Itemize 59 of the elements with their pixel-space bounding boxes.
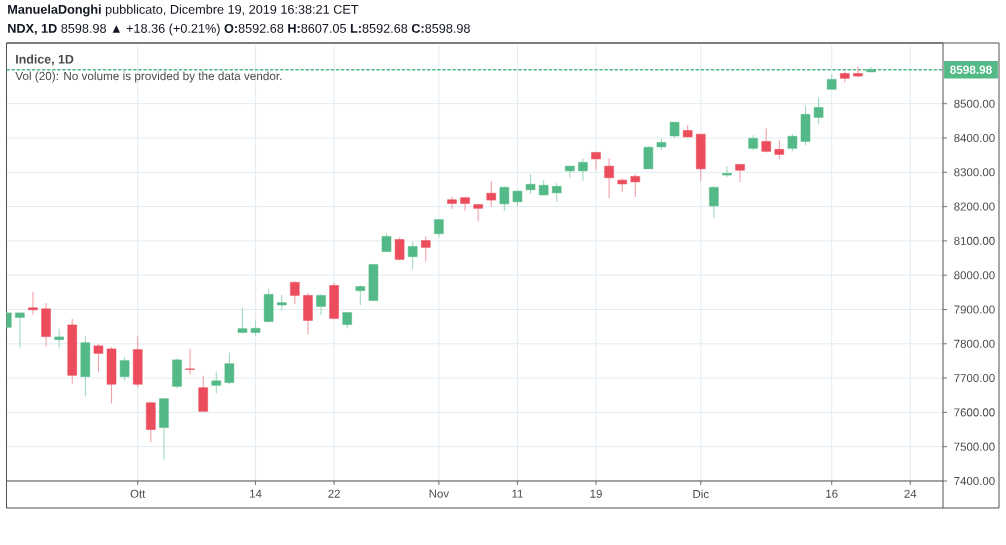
candlestick	[525, 173, 536, 195]
x-tick-label: 11	[512, 489, 523, 498]
candlestick	[591, 151, 601, 171]
text: NDX, 1D 8598.98 ▲ +18.36 (+0.21%) O:8592.68 H:8607.05 L:8592.68 C:8598.98	[8, 23, 470, 36]
candlestick	[421, 235, 431, 263]
candlestick	[355, 284, 366, 306]
candlestick	[407, 241, 418, 270]
y-tick-label: 8400.00	[954, 133, 995, 143]
y-tick-label: 7400.00	[954, 476, 995, 486]
candlestick	[93, 343, 104, 373]
candlestick	[813, 96, 824, 125]
y-tick-label: 8200.00	[954, 202, 995, 211]
candlestick	[578, 157, 588, 182]
candlestick	[316, 293, 326, 316]
x-tick-label: 16	[826, 489, 838, 498]
x-tick-label: 22	[328, 489, 340, 498]
candlestick	[761, 127, 771, 153]
y-tick-label: 7900.00	[954, 305, 995, 314]
y-tick-label: 7700.00	[954, 374, 995, 383]
candlestick	[551, 182, 562, 203]
x-tick-label: 24	[904, 489, 917, 498]
x-tick-label: 14	[250, 489, 262, 498]
ref-line-label: 8598.98	[950, 65, 992, 74]
candlestick	[486, 180, 497, 208]
y-tick-label: 8000.00	[954, 271, 995, 280]
y-tick-label: 7800.00	[954, 339, 995, 348]
y-tick-label: 8100.00	[954, 236, 995, 245]
candlestick	[290, 280, 300, 305]
candlestick	[735, 163, 745, 183]
candlestick	[499, 185, 510, 212]
x-tick-label: Ott	[130, 489, 146, 498]
candlestick	[54, 328, 64, 349]
candlestick	[709, 185, 719, 219]
candlestick	[211, 371, 222, 395]
candlestick	[722, 165, 732, 178]
candlestick	[28, 291, 38, 316]
y-tick-label: 8300.00	[954, 168, 995, 177]
candlestick	[15, 312, 25, 349]
candlestick	[604, 157, 614, 199]
candlestick	[447, 196, 457, 210]
candlestick	[237, 307, 248, 335]
x-tick-label: Dic	[693, 489, 709, 499]
candlestick	[119, 356, 130, 382]
x-tick-label: 19	[590, 489, 602, 498]
y-tick-label: 7500.00	[954, 442, 995, 451]
x-tick-label: Nov	[429, 489, 450, 498]
annotation: Vol (20): No volume is provided by the data vendor.	[15, 71, 282, 83]
annotation: Indice, 1D	[16, 54, 74, 66]
y-tick-label: 7600.00	[954, 408, 995, 417]
candlestick	[853, 65, 863, 78]
candlestick	[460, 196, 470, 212]
candlestick	[224, 352, 235, 385]
candlestick	[198, 375, 208, 412]
candlestick	[643, 145, 654, 170]
candlestick	[774, 139, 785, 160]
candlestick	[630, 173, 641, 198]
chart-title: ManuelaDonghi pubblicato, Dicembre 19, 2019 16:38:21 CET	[8, 4, 359, 17]
y-tick-label: 8500.00	[954, 99, 995, 108]
candlestick	[185, 348, 195, 375]
